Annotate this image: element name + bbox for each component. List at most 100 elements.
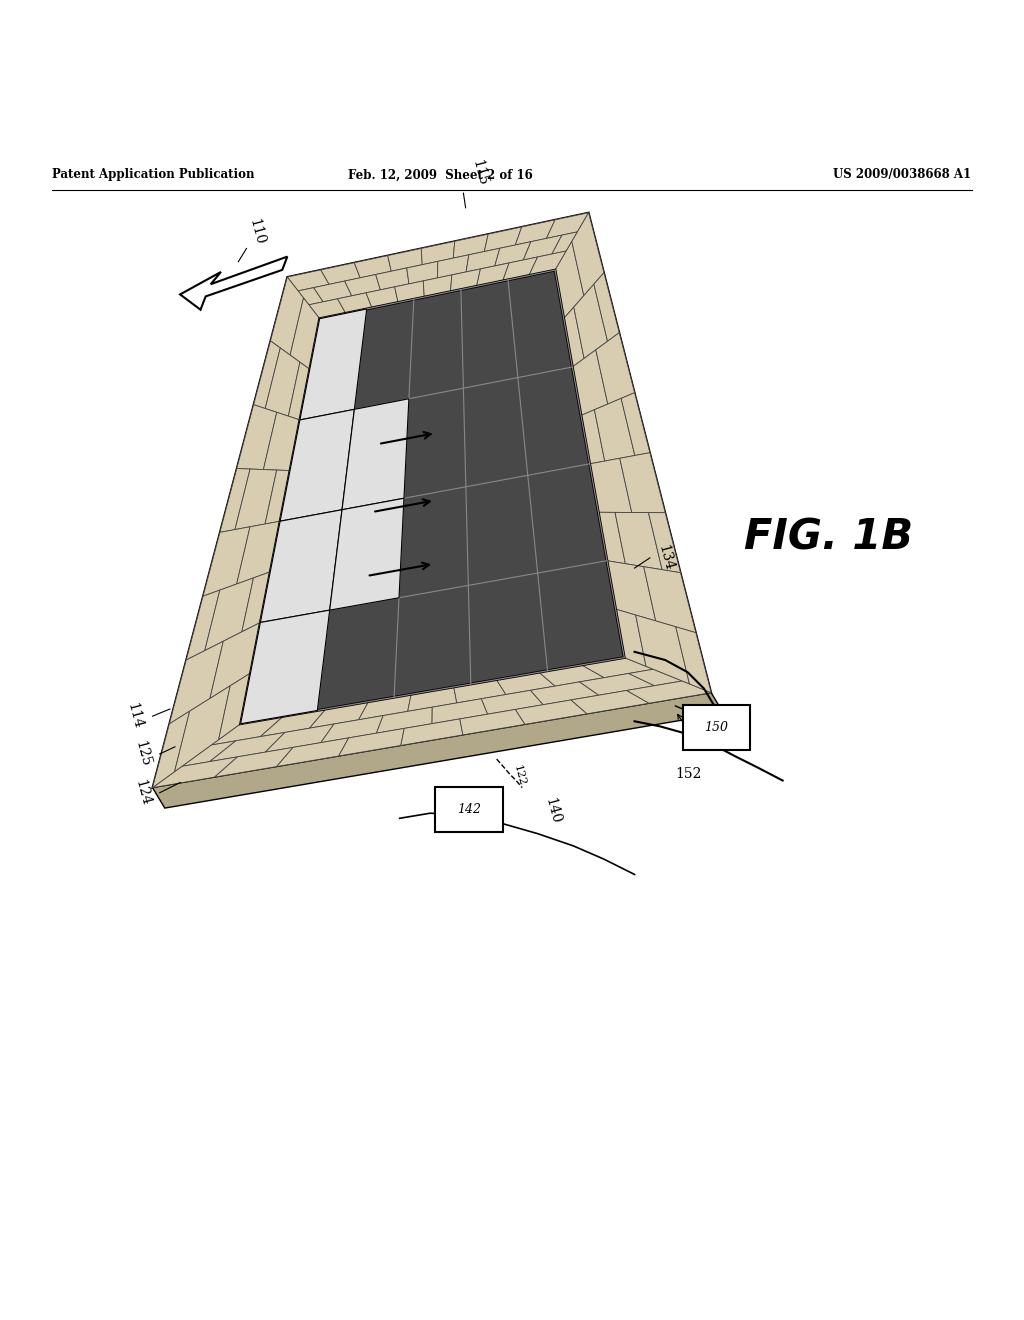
Polygon shape (345, 275, 380, 296)
Polygon shape (564, 308, 584, 367)
Polygon shape (423, 275, 452, 297)
Polygon shape (376, 268, 409, 290)
Text: 110: 110 (247, 218, 267, 247)
Polygon shape (497, 672, 555, 694)
Polygon shape (394, 281, 424, 302)
Polygon shape (432, 698, 487, 723)
Polygon shape (539, 665, 604, 686)
Polygon shape (629, 669, 682, 685)
Polygon shape (515, 220, 555, 246)
Text: 124: 124 (132, 779, 153, 808)
Polygon shape (281, 409, 354, 521)
Text: 142: 142 (457, 803, 481, 816)
Polygon shape (153, 711, 189, 788)
Polygon shape (408, 686, 457, 711)
Polygon shape (596, 333, 635, 404)
Polygon shape (169, 642, 223, 723)
Polygon shape (220, 469, 250, 532)
Text: 115: 115 (469, 158, 489, 187)
Polygon shape (582, 657, 653, 677)
Polygon shape (627, 681, 711, 704)
FancyBboxPatch shape (683, 705, 750, 750)
Polygon shape (203, 527, 250, 597)
Polygon shape (454, 680, 506, 704)
Polygon shape (265, 348, 300, 416)
Polygon shape (437, 255, 469, 279)
Polygon shape (354, 256, 391, 277)
Polygon shape (153, 693, 723, 808)
Text: 134: 134 (655, 544, 676, 573)
Text: Patent Application Publication: Patent Application Publication (52, 169, 255, 181)
Polygon shape (460, 709, 525, 735)
Polygon shape (237, 521, 281, 583)
Polygon shape (644, 566, 696, 632)
Polygon shape (211, 717, 284, 744)
Polygon shape (254, 341, 281, 408)
Polygon shape (581, 409, 605, 463)
Polygon shape (515, 700, 587, 725)
FancyBboxPatch shape (435, 787, 503, 832)
Polygon shape (476, 263, 509, 286)
Polygon shape (571, 690, 649, 714)
Text: US 2009/0038668 A1: US 2009/0038668 A1 (834, 169, 972, 181)
Polygon shape (237, 405, 276, 470)
Polygon shape (636, 615, 689, 684)
Polygon shape (270, 277, 303, 355)
Polygon shape (210, 733, 285, 762)
Polygon shape (289, 362, 309, 420)
Text: 150: 150 (705, 721, 728, 734)
Polygon shape (481, 690, 543, 714)
Polygon shape (607, 561, 655, 620)
Polygon shape (590, 458, 632, 512)
Text: 140: 140 (543, 796, 563, 826)
Polygon shape (321, 263, 360, 284)
Polygon shape (342, 399, 409, 510)
Text: 125: 125 (132, 739, 153, 768)
Polygon shape (321, 715, 383, 743)
Polygon shape (290, 298, 319, 370)
Polygon shape (263, 412, 300, 470)
Polygon shape (407, 261, 437, 284)
Polygon shape (523, 235, 562, 260)
Polygon shape (594, 273, 620, 342)
Polygon shape (215, 747, 293, 777)
Polygon shape (338, 293, 372, 313)
Polygon shape (186, 590, 220, 660)
Polygon shape (594, 399, 635, 461)
Polygon shape (503, 257, 538, 281)
Polygon shape (300, 309, 367, 420)
Polygon shape (260, 510, 342, 623)
Polygon shape (555, 242, 584, 318)
Polygon shape (182, 741, 236, 767)
Polygon shape (676, 627, 711, 693)
Polygon shape (547, 213, 589, 239)
Polygon shape (309, 702, 369, 729)
Polygon shape (330, 498, 403, 610)
Polygon shape (366, 286, 398, 308)
Polygon shape (265, 723, 334, 752)
Polygon shape (388, 248, 422, 271)
Polygon shape (265, 470, 290, 524)
Polygon shape (451, 269, 480, 292)
Polygon shape (313, 281, 352, 302)
Polygon shape (358, 694, 411, 719)
Polygon shape (530, 682, 599, 705)
Polygon shape (288, 269, 329, 290)
Polygon shape (241, 610, 330, 723)
Polygon shape (241, 271, 625, 723)
Polygon shape (260, 709, 326, 737)
Polygon shape (377, 708, 432, 733)
Polygon shape (400, 719, 463, 746)
Polygon shape (622, 392, 650, 455)
Polygon shape (573, 284, 607, 359)
Polygon shape (571, 213, 604, 296)
Polygon shape (615, 609, 646, 667)
Polygon shape (615, 512, 663, 570)
Polygon shape (572, 350, 608, 416)
Polygon shape (421, 242, 455, 265)
Polygon shape (466, 248, 500, 272)
Polygon shape (205, 578, 254, 651)
Polygon shape (552, 232, 578, 253)
Polygon shape (180, 256, 288, 310)
Polygon shape (648, 512, 681, 573)
